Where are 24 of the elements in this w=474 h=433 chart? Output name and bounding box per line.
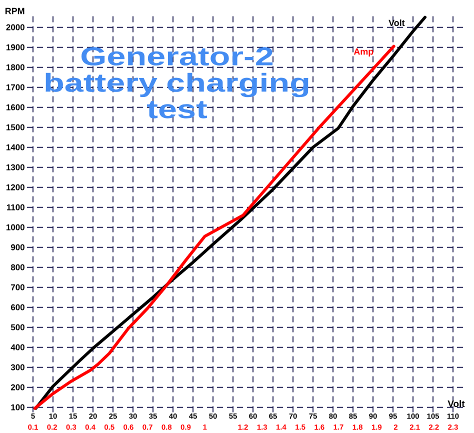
series-label: Amp [354,48,374,57]
y-tick-label: 1800 [6,64,24,70]
y-tick-label: 600 [10,304,24,310]
y-tick-label: 1600 [6,104,24,110]
y-tick-label: 900 [10,244,24,250]
y-tick-label: 1400 [6,144,24,150]
y-tick-label: 300 [10,364,24,370]
y-axis-title: RPM [5,8,24,14]
y-tick-label: 200 [10,384,24,390]
y-tick-label: 400 [10,344,24,350]
series-label: Volt [388,19,405,26]
y-tick-label: 100 [11,404,24,410]
x-axis-title: Volt [448,400,465,408]
y-tick-label: 800 [10,264,24,270]
y-tick-label: 1300 [6,164,24,170]
y-tick-label: 1900 [6,44,24,50]
y-tick-label: 1000 [6,224,24,230]
y-tick-label: 1700 [6,84,24,90]
y-tick-label: 1100 [6,204,24,210]
y-tick-label: 1500 [6,124,24,130]
y-tick-label: 2000 [6,24,24,30]
y-tick-label: 700 [11,284,24,290]
y-tick-label: 1200 [6,184,24,190]
y-tick-label: 500 [10,324,24,330]
